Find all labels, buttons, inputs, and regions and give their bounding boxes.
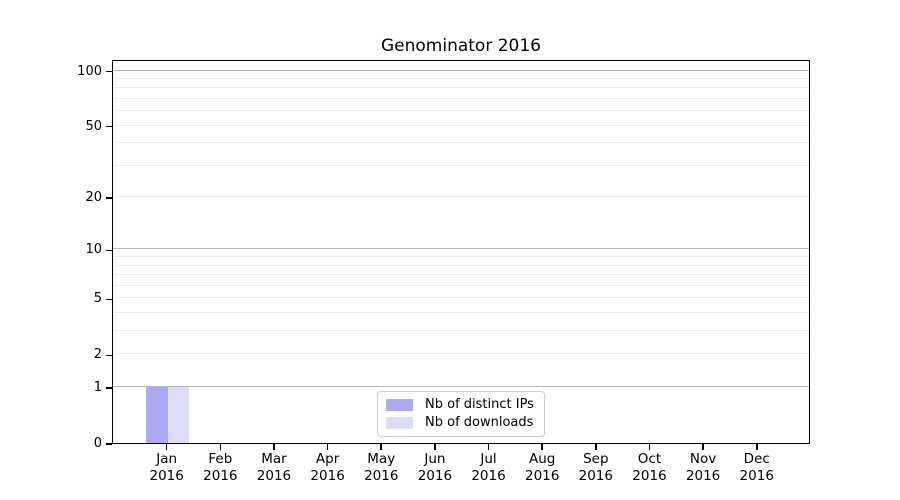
- x-label-year: 2016: [310, 467, 345, 484]
- x-tick-label-feb: Feb 2016: [188, 451, 252, 484]
- gridline-y-8: [113, 264, 809, 266]
- x-tick-label-dec: Dec 2016: [725, 451, 789, 484]
- gridline-y-50: [113, 124, 809, 126]
- x-label-year: 2016: [364, 467, 399, 484]
- x-label-year: 2016: [632, 467, 667, 484]
- x-tick-sep: [595, 444, 597, 450]
- x-label-year: 2016: [256, 467, 292, 484]
- x-tick-oct: [648, 444, 651, 450]
- plot-area: [112, 60, 810, 444]
- legend-item-downloads: Nb of downloads: [386, 414, 534, 431]
- x-tick-jul: [487, 444, 490, 450]
- x-label-month: Feb: [208, 451, 233, 467]
- x-label-month: Apr: [315, 451, 340, 467]
- y-tick-label-0: 0: [93, 436, 102, 451]
- legend: Nb of distinct IPs Nb of downloads: [377, 391, 545, 437]
- chart-title: Genominator 2016: [380, 36, 541, 56]
- x-tick-label-jul: Jul 2016: [457, 451, 521, 484]
- x-label-month: Aug: [528, 451, 556, 467]
- x-tick-label-jun: Jun 2016: [403, 451, 467, 484]
- x-tick-jan: [165, 444, 168, 450]
- y-tick-label-20: 20: [85, 190, 102, 206]
- gridline-y-7: [113, 274, 809, 276]
- x-label-year: 2016: [417, 467, 453, 484]
- x-tick-jun: [434, 444, 436, 450]
- y-tick-label-100: 100: [77, 63, 102, 79]
- gridline-y-40: [113, 142, 809, 144]
- x-tick-label-mar: Mar 2016: [242, 451, 306, 484]
- x-tick-may: [380, 444, 383, 450]
- x-label-month: Jan: [156, 451, 178, 467]
- x-label-month: Oct: [637, 451, 662, 467]
- legend-label-distinct-ips: Nb of distinct IPs: [425, 397, 534, 412]
- gridline-y-6: [113, 284, 809, 286]
- x-tick-label-may: May 2016: [349, 451, 413, 484]
- gridline-y-3: [113, 330, 809, 332]
- x-tick-apr: [326, 444, 329, 450]
- x-tick-label-apr: Apr 2016: [296, 451, 360, 484]
- x-label-year: 2016: [524, 467, 560, 484]
- x-tick-mar: [273, 444, 275, 450]
- x-tick-dec: [755, 444, 758, 450]
- x-tick-feb: [219, 444, 222, 450]
- y-tick-label-2: 2: [93, 347, 102, 363]
- legend-swatch-downloads: [386, 416, 413, 429]
- gridline-y-4: [113, 312, 809, 314]
- legend-label-downloads: Nb of downloads: [425, 415, 534, 430]
- x-tick-nov: [702, 444, 704, 450]
- x-label-year: 2016: [578, 467, 613, 484]
- x-label-year: 2016: [685, 467, 721, 484]
- x-tick-aug: [541, 444, 543, 450]
- gridline-y-90: [113, 77, 809, 79]
- x-tick-label-jan: Jan 2016: [135, 451, 199, 484]
- gridline-y-9: [113, 256, 809, 258]
- y-tick-label-5: 5: [93, 291, 102, 307]
- gridline-y-80: [113, 87, 809, 89]
- gridline-y-10: [113, 248, 809, 250]
- gridline-y-1: [113, 386, 809, 388]
- x-label-year: 2016: [739, 467, 774, 484]
- x-tick-label-oct: Oct 2016: [617, 451, 681, 484]
- bar-distinct-ips-jan: [146, 387, 168, 443]
- gridline-y-70: [113, 97, 809, 99]
- x-label-month: Jun: [424, 451, 446, 467]
- gridline-y-5: [113, 297, 809, 299]
- y-tick-label-50: 50: [85, 118, 102, 134]
- x-label-month: Nov: [689, 451, 717, 467]
- gridline-y-20: [113, 196, 809, 198]
- y-tick-label-10: 10: [85, 242, 102, 258]
- x-tick-label-sep: Sep 2016: [564, 451, 628, 484]
- x-tick-label-nov: Nov 2016: [671, 451, 735, 484]
- gridline-y-2: [113, 353, 809, 355]
- x-label-year: 2016: [471, 467, 506, 484]
- gridline-y-60: [113, 110, 809, 112]
- y-tick-label-1: 1: [93, 380, 102, 396]
- x-label-year: 2016: [203, 467, 238, 484]
- x-label-month: Dec: [743, 451, 770, 467]
- legend-swatch-distinct-ips: [386, 398, 413, 411]
- bar-downloads-jan: [167, 387, 190, 443]
- x-label-month: Mar: [261, 451, 287, 467]
- x-label-month: Jul: [480, 451, 497, 467]
- gridline-y-30: [113, 164, 809, 166]
- gridline-y-100: [113, 69, 809, 71]
- x-label-month: May: [367, 451, 396, 467]
- x-label-month: Sep: [583, 451, 609, 467]
- legend-item-distinct-ips: Nb of distinct IPs: [386, 396, 534, 413]
- x-label-year: 2016: [149, 467, 184, 484]
- x-tick-label-aug: Aug 2016: [510, 451, 574, 484]
